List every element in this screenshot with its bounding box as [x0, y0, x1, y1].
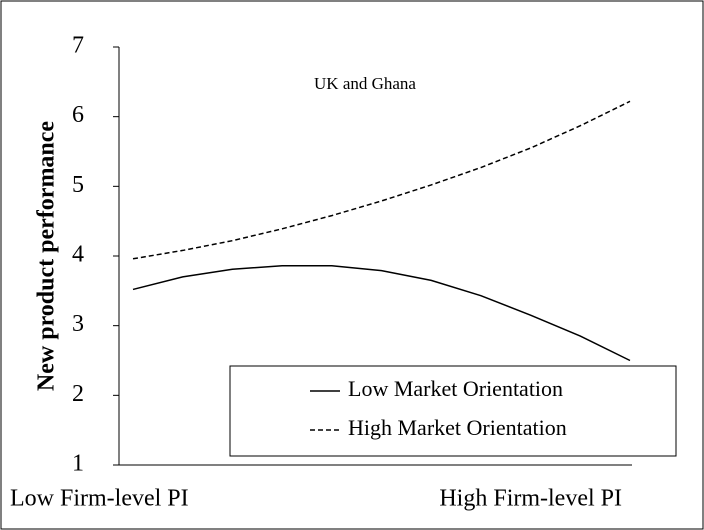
y-tick-label: 1: [72, 451, 84, 477]
annotation: UK and Ghana: [314, 74, 416, 93]
x-tick-label: High Firm-level PI: [439, 486, 622, 512]
y-tick-label: 6: [72, 102, 84, 128]
y-tick-label: 2: [72, 381, 84, 407]
y-tick-label: 4: [72, 242, 84, 268]
legend-label: High Market Orientation: [348, 415, 567, 440]
line: [132, 265, 631, 362]
x-tick-label: Low Firm-level PI: [10, 486, 189, 512]
legend-box: [229, 365, 677, 457]
y-tick-label: 7: [72, 33, 84, 59]
line: [132, 100, 631, 260]
legend-label: Low Market Orientation: [348, 376, 563, 401]
y-axis-label: New product performance: [34, 121, 60, 392]
y-tick-label: 5: [72, 172, 84, 198]
y-tick-label: 3: [72, 311, 84, 337]
